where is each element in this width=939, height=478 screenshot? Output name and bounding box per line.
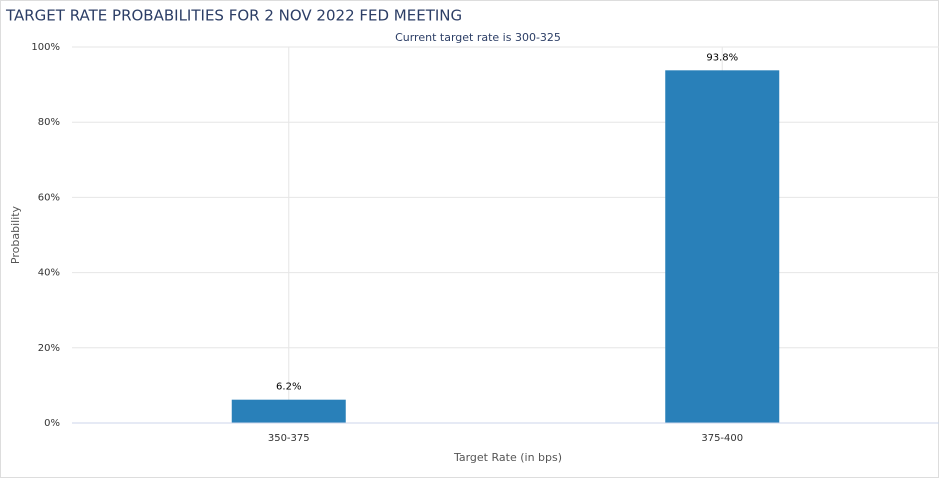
bar xyxy=(665,70,780,423)
chart-subtitle: Current target rate is 300-325 xyxy=(395,31,561,44)
x-tick-label: 375-400 xyxy=(701,433,743,444)
y-tick-label: 100% xyxy=(31,42,60,53)
bar xyxy=(231,399,346,423)
x-tick-label: 350-375 xyxy=(268,433,310,444)
y-axis-label: Probability xyxy=(9,205,22,264)
data-label: 6.2% xyxy=(276,382,301,393)
y-tick-label: 0% xyxy=(44,418,60,429)
y-tick-label: 60% xyxy=(38,192,60,203)
y-tick-label: 40% xyxy=(38,268,60,279)
chart-title: TARGET RATE PROBABILITIES FOR 2 NOV 2022… xyxy=(5,7,462,25)
y-tick-label: 20% xyxy=(38,343,60,354)
y-tick-label: 80% xyxy=(38,117,60,128)
data-label: 93.8% xyxy=(706,52,738,63)
x-axis-label: Target Rate (in bps) xyxy=(453,451,562,464)
